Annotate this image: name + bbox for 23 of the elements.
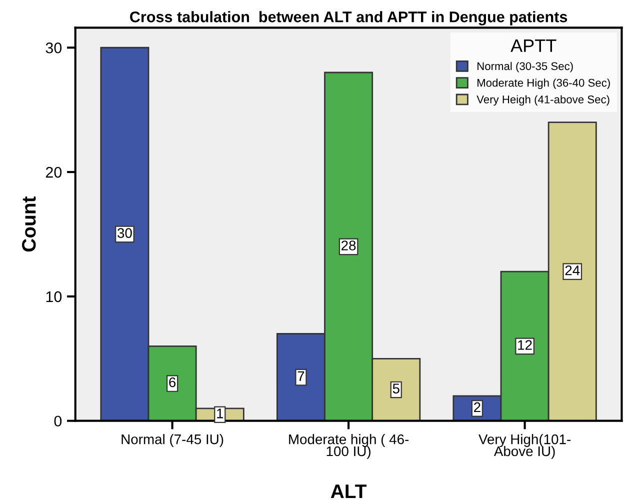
legend-label: Normal (30-35 Sec) — [478, 62, 573, 72]
data-label: 7 — [298, 371, 304, 381]
y-tick-label: 30 — [46, 42, 62, 54]
legend-label: Very Heigh (41-above Sec) — [476, 95, 610, 106]
chart-title: Cross tabulation between ALT and APTT in Dengue patients — [130, 11, 568, 26]
x-axis-title: ALT — [330, 484, 367, 498]
y-tick-label: 20 — [46, 166, 62, 178]
data-label: 24 — [565, 265, 580, 276]
x-tick-label: Moderate high ( 46- 100 IU) — [289, 434, 409, 459]
data-label: 12 — [518, 340, 532, 350]
x-tick-label: Normal (7-45 IU) — [122, 434, 224, 447]
data-label: 5 — [392, 384, 400, 394]
data-label: 30 — [118, 228, 132, 238]
data-label: 28 — [342, 240, 356, 250]
data-label: 1 — [217, 408, 224, 418]
legend-label: Moderate High (36-40 Sec) — [478, 78, 610, 89]
data-label: 2 — [474, 402, 480, 412]
y-tick-label: 10 — [46, 291, 62, 302]
x-tick-label: Very High(101- Above IU) — [478, 434, 570, 459]
legend-title: APTT — [510, 39, 556, 52]
y-tick-label: 0 — [54, 416, 62, 427]
data-label: 6 — [169, 377, 176, 388]
y-axis-title: Count — [22, 196, 36, 252]
